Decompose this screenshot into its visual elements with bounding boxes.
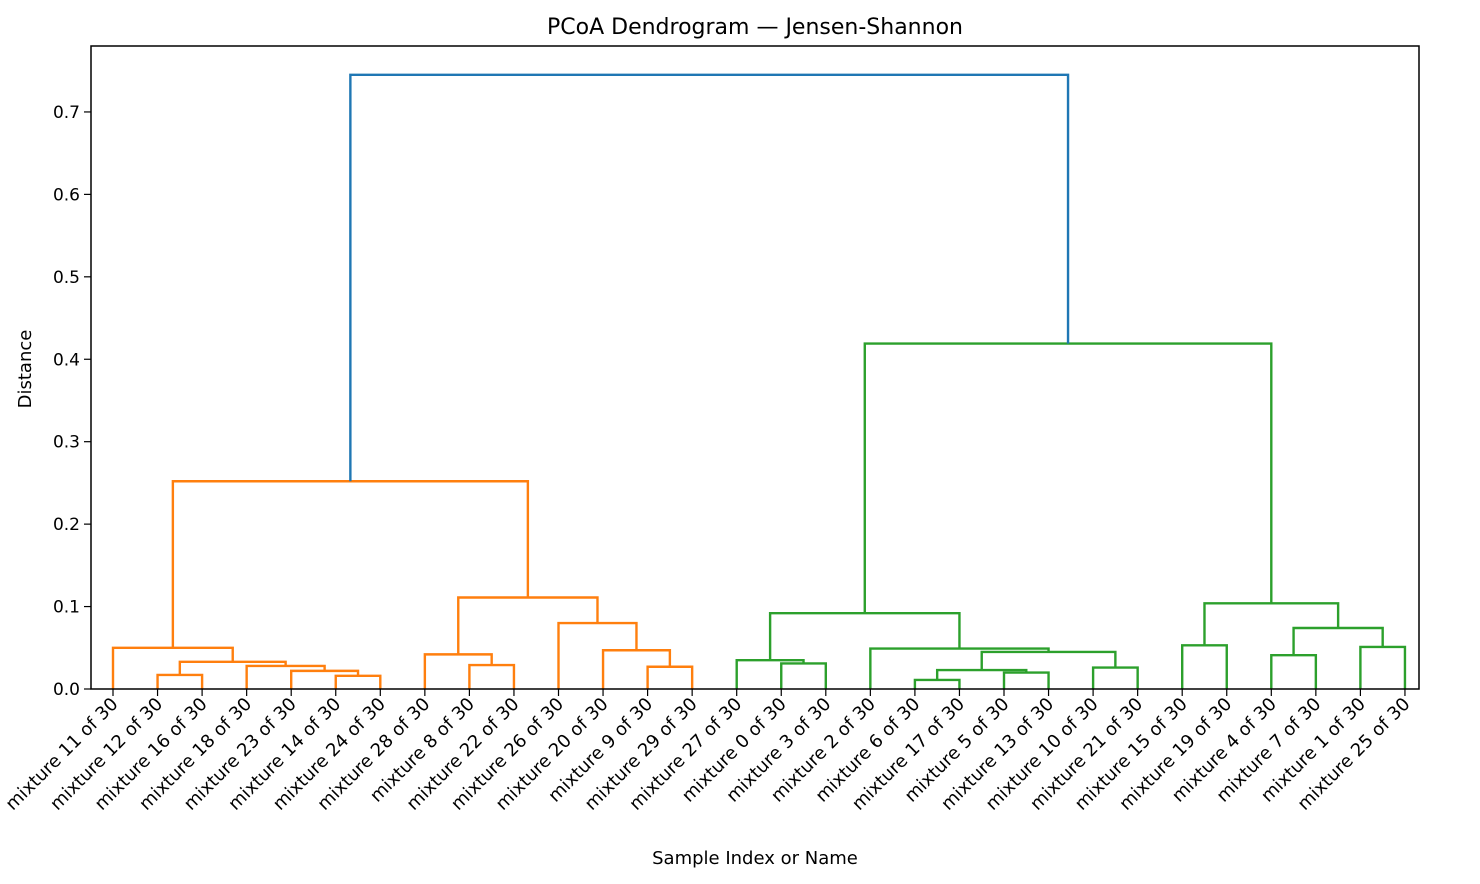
dendrogram-link [1181,644,1228,689]
dendrogram-link [156,673,204,689]
y-tick-label: 0.1 [53,598,80,618]
dendrogram-link [1270,654,1318,689]
dendrogram-link [178,660,287,675]
y-axis: 0.0 0.1 0.2 0.3 0.4 0.5 0.6 0.7 [53,103,91,700]
dendrogram-link [334,674,382,689]
dendrogram-link [245,664,326,689]
dendrogram-link [457,596,599,655]
dendrogram-link [780,662,827,689]
dendrogram-link [290,669,360,689]
y-tick-label: 0.0 [53,680,80,700]
dendrogram-link [913,678,961,689]
dendrogram-link [768,611,961,661]
dendrogram-link [1002,671,1050,689]
dendrogram-link [111,646,234,689]
dendrogram-link [171,480,530,648]
dendrogram-link [1292,626,1384,656]
x-axis-label: Sample Index or Name [652,848,858,869]
dendrogram-link [1203,602,1340,646]
dendrogram-link [863,342,1273,614]
dendrogram-link [601,649,672,689]
plot-frame [90,45,1420,690]
dendrogram-link [557,621,638,689]
dendrogram-link [468,663,516,689]
y-tick-label: 0.4 [53,350,80,370]
dendrogram-link [1359,645,1407,689]
y-tick-label: 0.3 [53,433,80,453]
y-tick-label: 0.6 [53,185,80,205]
y-tick-label: 0.5 [53,268,80,288]
y-tick-label: 0.7 [53,103,80,123]
y-axis-label: Distance [15,330,36,409]
y-tick-label: 0.2 [53,515,80,535]
dendrogram-link [980,650,1117,671]
dendrogram-link [349,73,1070,482]
dendrogram-link [1091,666,1139,689]
dendrogram-link [646,665,694,689]
dendrogram-links [111,73,1407,689]
dendrogram-link [935,668,1028,680]
chart-title: PCoA Dendrogram — Jensen-Shannon [547,15,963,40]
dendrogram-link [423,653,493,689]
